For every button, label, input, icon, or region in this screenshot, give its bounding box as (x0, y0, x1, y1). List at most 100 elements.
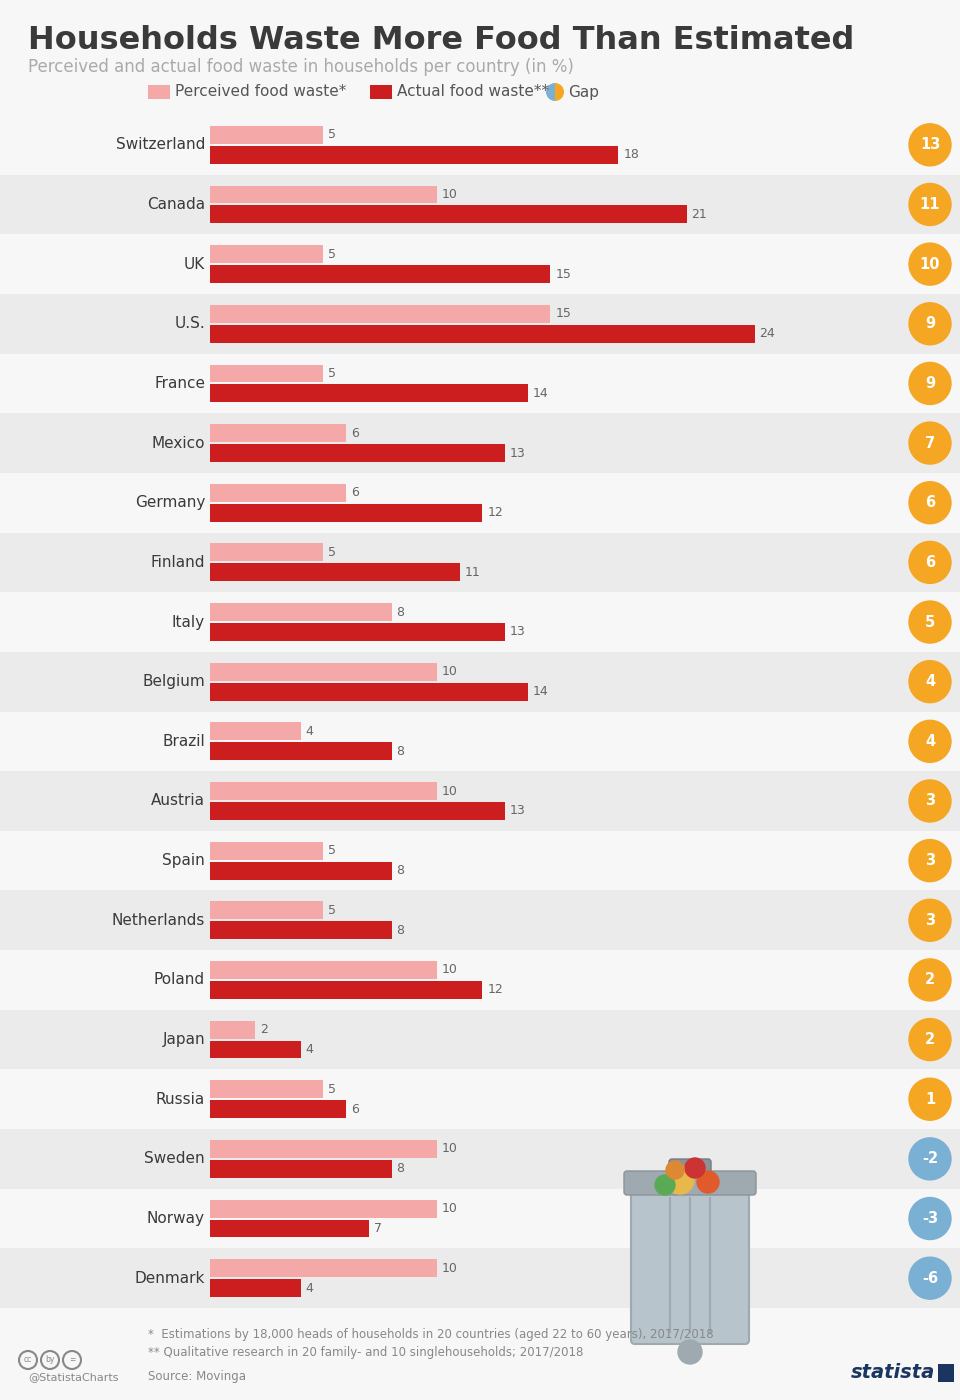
FancyBboxPatch shape (210, 1140, 437, 1158)
Text: UK: UK (183, 256, 205, 272)
Text: Netherlands: Netherlands (111, 913, 205, 928)
FancyBboxPatch shape (0, 532, 960, 592)
Circle shape (909, 1257, 951, 1299)
FancyBboxPatch shape (0, 1070, 960, 1128)
Text: Poland: Poland (154, 973, 205, 987)
FancyBboxPatch shape (0, 1128, 960, 1189)
Circle shape (685, 1158, 705, 1177)
Circle shape (678, 1340, 702, 1364)
FancyBboxPatch shape (210, 1159, 392, 1177)
FancyBboxPatch shape (0, 830, 960, 890)
FancyBboxPatch shape (0, 354, 960, 413)
Text: Brazil: Brazil (162, 734, 205, 749)
Text: -6: -6 (922, 1271, 938, 1285)
FancyBboxPatch shape (210, 921, 392, 939)
FancyBboxPatch shape (210, 543, 324, 561)
Text: 15: 15 (556, 308, 571, 321)
Text: Gap: Gap (568, 84, 599, 99)
Text: 3: 3 (924, 853, 935, 868)
Text: 9: 9 (924, 316, 935, 332)
Text: 1: 1 (924, 1092, 935, 1107)
Text: 21: 21 (691, 209, 708, 221)
Text: Japan: Japan (162, 1032, 205, 1047)
Text: 10: 10 (442, 1142, 458, 1155)
FancyBboxPatch shape (669, 1159, 711, 1177)
FancyBboxPatch shape (210, 484, 347, 501)
Text: Denmark: Denmark (134, 1271, 205, 1285)
Text: Germany: Germany (134, 496, 205, 510)
Text: 9: 9 (924, 377, 935, 391)
FancyBboxPatch shape (210, 902, 324, 920)
FancyBboxPatch shape (631, 1186, 749, 1344)
Text: 10: 10 (442, 1261, 458, 1275)
FancyBboxPatch shape (0, 413, 960, 473)
FancyBboxPatch shape (0, 1249, 960, 1308)
FancyBboxPatch shape (210, 1040, 300, 1058)
Text: 4: 4 (924, 675, 935, 689)
FancyBboxPatch shape (210, 1100, 347, 1119)
Circle shape (655, 1175, 675, 1196)
Text: -2: -2 (922, 1151, 938, 1166)
Circle shape (909, 721, 951, 763)
Text: Source: Movinga: Source: Movinga (148, 1371, 246, 1383)
Circle shape (909, 123, 951, 165)
Circle shape (909, 183, 951, 225)
Polygon shape (938, 1364, 954, 1382)
Circle shape (909, 899, 951, 941)
Text: 10: 10 (442, 665, 458, 678)
Text: Canada: Canada (147, 197, 205, 211)
Wedge shape (546, 83, 555, 101)
Circle shape (909, 244, 951, 286)
FancyBboxPatch shape (0, 115, 960, 175)
Text: 5: 5 (328, 129, 336, 141)
FancyBboxPatch shape (0, 1009, 960, 1070)
FancyBboxPatch shape (210, 841, 324, 860)
FancyBboxPatch shape (0, 652, 960, 711)
Text: 6: 6 (351, 486, 359, 500)
Text: 6: 6 (351, 427, 359, 440)
Text: 8: 8 (396, 606, 404, 619)
FancyBboxPatch shape (0, 294, 960, 354)
Circle shape (909, 1197, 951, 1239)
Text: 8: 8 (396, 864, 404, 876)
Text: 7: 7 (924, 435, 935, 451)
FancyBboxPatch shape (210, 563, 460, 581)
Text: Spain: Spain (162, 853, 205, 868)
FancyBboxPatch shape (0, 1189, 960, 1249)
Text: Sweden: Sweden (144, 1151, 205, 1166)
Text: statista: statista (851, 1364, 935, 1382)
Text: 6: 6 (351, 1103, 359, 1116)
FancyBboxPatch shape (210, 504, 482, 522)
Circle shape (909, 959, 951, 1001)
Text: 11: 11 (465, 566, 480, 578)
FancyBboxPatch shape (0, 951, 960, 1009)
FancyBboxPatch shape (210, 424, 347, 442)
FancyBboxPatch shape (210, 960, 437, 979)
Text: Russia: Russia (156, 1092, 205, 1107)
Text: 15: 15 (556, 267, 571, 280)
Circle shape (666, 1166, 694, 1194)
Text: 3: 3 (924, 794, 935, 808)
FancyBboxPatch shape (0, 473, 960, 532)
FancyBboxPatch shape (370, 85, 392, 99)
FancyBboxPatch shape (210, 265, 550, 283)
Text: Actual food waste**: Actual food waste** (397, 84, 549, 99)
Wedge shape (555, 83, 564, 101)
FancyBboxPatch shape (210, 1219, 369, 1238)
Text: 12: 12 (488, 983, 503, 997)
FancyBboxPatch shape (210, 364, 324, 382)
Text: 6: 6 (924, 496, 935, 510)
FancyBboxPatch shape (0, 711, 960, 771)
Text: 2: 2 (924, 1032, 935, 1047)
Text: U.S.: U.S. (175, 316, 205, 332)
Text: 24: 24 (759, 328, 776, 340)
Circle shape (909, 1138, 951, 1180)
Text: 4: 4 (306, 725, 314, 738)
Text: 11: 11 (920, 197, 940, 211)
FancyBboxPatch shape (210, 783, 437, 799)
Text: France: France (154, 377, 205, 391)
Text: 2: 2 (260, 1023, 268, 1036)
FancyBboxPatch shape (210, 1021, 255, 1039)
Text: 4: 4 (306, 1043, 314, 1056)
Circle shape (909, 363, 951, 405)
